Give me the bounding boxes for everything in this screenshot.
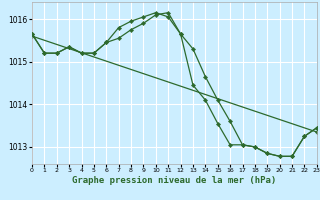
X-axis label: Graphe pression niveau de la mer (hPa): Graphe pression niveau de la mer (hPa) xyxy=(72,176,276,185)
